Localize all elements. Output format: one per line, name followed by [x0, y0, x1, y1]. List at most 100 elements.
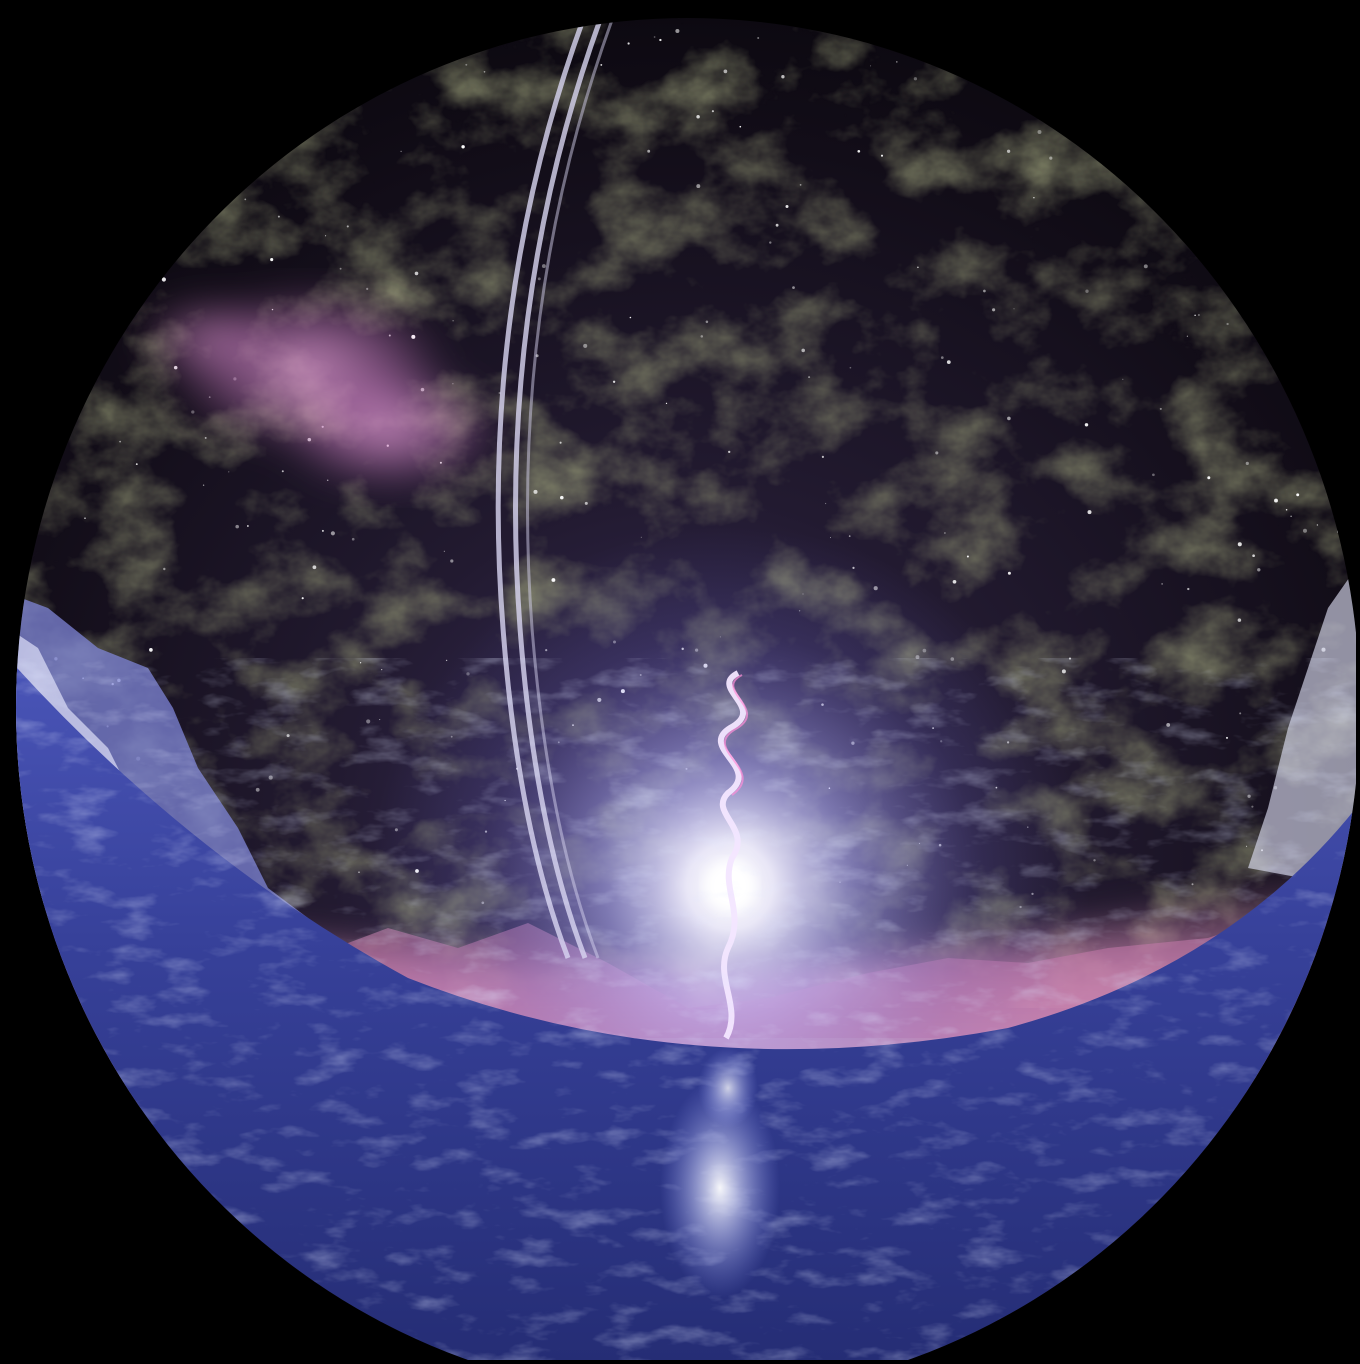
star: [1335, 331, 1338, 334]
star: [935, 451, 939, 455]
star: [464, 37, 467, 40]
star: [228, 471, 230, 473]
star: [443, 550, 445, 552]
star: [84, 517, 86, 519]
star: [1303, 528, 1307, 533]
star: [612, 380, 616, 383]
star: [1251, 805, 1254, 808]
star: [533, 489, 538, 494]
star: [680, 8, 683, 10]
star: [351, 537, 355, 541]
pink-nebula-cloud: [138, 288, 498, 488]
star: [1013, 308, 1015, 310]
star: [176, 62, 179, 65]
star: [366, 719, 371, 724]
star: [1061, 669, 1066, 674]
sun-reflection: [660, 1078, 780, 1298]
star: [450, 559, 454, 563]
star: [161, 277, 166, 282]
star: [163, 567, 166, 571]
star: [1221, 197, 1224, 200]
star: [944, 27, 947, 30]
star: [58, 402, 61, 405]
star: [255, 787, 260, 792]
star: [277, 215, 280, 218]
star: [243, 136, 246, 140]
star: [1049, 156, 1053, 160]
star: [1296, 493, 1300, 497]
fisheye-scene: [10, 8, 1356, 1360]
star: [119, 440, 121, 443]
star: [723, 69, 728, 74]
star: [165, 51, 168, 54]
star: [1159, 407, 1162, 410]
star: [653, 36, 656, 38]
star: [880, 154, 884, 157]
star: [583, 343, 588, 348]
star: [312, 565, 317, 570]
star: [946, 360, 951, 364]
star: [848, 535, 851, 537]
star: [274, 10, 277, 13]
star: [659, 38, 662, 42]
star: [346, 225, 349, 228]
star: [913, 77, 918, 81]
star: [244, 198, 247, 201]
star: [739, 125, 742, 128]
star: [1209, 169, 1213, 172]
star: [554, 18, 557, 21]
star: [358, 871, 360, 874]
star: [1225, 736, 1229, 739]
star: [1007, 416, 1011, 421]
star: [12, 651, 16, 655]
star: [490, 13, 493, 16]
star: [268, 775, 273, 780]
star: [1239, 712, 1242, 715]
star: [1247, 794, 1251, 798]
star: [584, 501, 588, 505]
star: [1084, 423, 1089, 427]
star: [326, 479, 329, 481]
star: [1166, 722, 1171, 727]
star: [559, 441, 562, 444]
star: [366, 287, 369, 291]
star: [10, 100, 12, 102]
star: [202, 484, 205, 486]
star: [1336, 274, 1338, 276]
star: [1226, 322, 1229, 326]
star: [1245, 461, 1249, 465]
star: [153, 143, 158, 148]
star: [363, 82, 367, 86]
star: [1252, 554, 1255, 558]
star: [1194, 314, 1196, 317]
star: [1068, 657, 1072, 660]
star: [769, 241, 772, 244]
star: [281, 470, 284, 473]
star: [1183, 150, 1186, 153]
star: [560, 495, 564, 500]
star: [857, 149, 861, 153]
star: [1087, 510, 1092, 515]
star: [1276, 308, 1280, 312]
star: [896, 61, 898, 63]
star: [321, 529, 324, 532]
star: [149, 648, 153, 652]
star: [400, 150, 402, 153]
star: [799, 184, 802, 186]
star: [137, 134, 140, 138]
star: [445, 659, 448, 662]
star: [1253, 38, 1256, 42]
star: [675, 28, 680, 34]
ocean-waves: [16, 658, 1356, 1360]
star: [74, 369, 76, 371]
star: [1153, 10, 1154, 11]
star: [1293, 198, 1297, 202]
star: [600, 63, 603, 66]
star: [452, 320, 454, 322]
star: [1295, 128, 1299, 132]
star: [1257, 568, 1261, 572]
star: [1197, 314, 1200, 316]
star: [1316, 524, 1319, 526]
star: [775, 223, 779, 227]
